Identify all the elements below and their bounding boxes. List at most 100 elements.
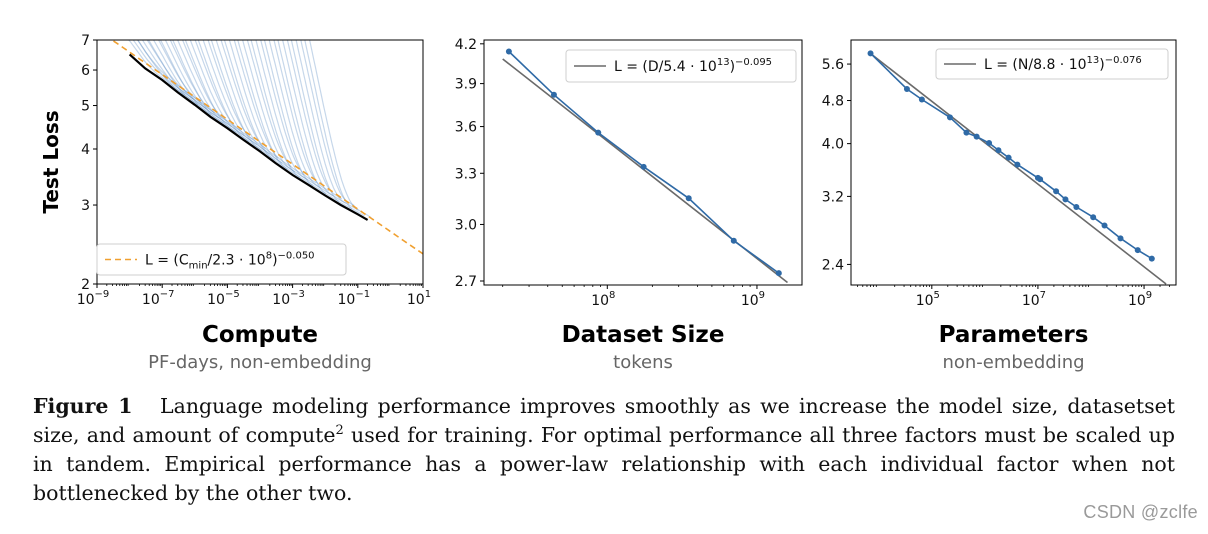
x-tick-label: 105 bbox=[916, 290, 940, 309]
training-curve bbox=[242, 40, 309, 181]
x-axis-sublabel: PF-days, non-embedding bbox=[148, 352, 372, 373]
training-curve bbox=[184, 40, 250, 142]
legend-label: L = (D/5.4 · 1013)−0.095 bbox=[614, 57, 772, 75]
y-tick-label: 3.9 bbox=[455, 77, 477, 93]
y-tick-label: 2.4 bbox=[822, 257, 844, 273]
power-law-fit-line bbox=[110, 40, 423, 255]
y-tick-label: 3.0 bbox=[455, 217, 477, 233]
legend-label: L = (N/8.8 · 1013)−0.076 bbox=[984, 55, 1142, 73]
y-tick-label: 4 bbox=[81, 142, 90, 158]
figure: 2 3 4 5 6 7 10−9 10−7 10−5 10−3 10−1 101 Test Loss Co… bbox=[39, 33, 1177, 373]
legend-label: L = (Cmin/2.3 · 108)−0.050 bbox=[145, 251, 315, 272]
training-curve bbox=[220, 40, 279, 159]
training-curve bbox=[181, 40, 241, 131]
data-point bbox=[1062, 196, 1069, 203]
data-point bbox=[1005, 154, 1012, 161]
legend: L = (Cmin/2.3 · 108)−0.050 bbox=[96, 243, 347, 276]
y-tick-label: 2 bbox=[81, 277, 90, 293]
data-point bbox=[1053, 188, 1060, 195]
training-curve bbox=[137, 40, 199, 106]
training-curve bbox=[237, 40, 301, 179]
training-curve bbox=[194, 40, 254, 140]
y-axis-label: Test Loss bbox=[39, 110, 63, 213]
plot-area bbox=[867, 50, 1167, 285]
training-curve bbox=[169, 40, 228, 122]
data-point bbox=[1090, 214, 1097, 221]
caption-text-1: Language modeling performance improves s… bbox=[33, 394, 1175, 447]
data-point bbox=[685, 195, 692, 202]
data-point bbox=[973, 133, 980, 140]
training-curve bbox=[260, 40, 317, 184]
data-point bbox=[595, 129, 602, 136]
data-line bbox=[869, 52, 1153, 260]
training-curve bbox=[202, 40, 270, 155]
training-curve bbox=[177, 40, 245, 137]
axes-frame bbox=[483, 39, 803, 286]
data-point bbox=[867, 50, 874, 57]
training-curve bbox=[250, 40, 314, 187]
training-curve bbox=[132, 40, 194, 100]
legend: L = (N/8.8 · 1013)−0.076 bbox=[935, 48, 1169, 80]
power-law-fit-line bbox=[870, 52, 1167, 285]
legend-box bbox=[96, 243, 347, 276]
x-tick-label: 109 bbox=[741, 290, 765, 309]
training-curve bbox=[228, 40, 296, 173]
training-curve bbox=[268, 40, 334, 197]
data-point bbox=[640, 163, 647, 170]
y-tick-label: 5.6 bbox=[822, 57, 844, 73]
training-curve bbox=[157, 40, 215, 114]
training-curve bbox=[207, 40, 266, 150]
plot-area bbox=[502, 48, 788, 284]
chart-3: 2.4 3.2 4.0 4.8 5.6 105 107 109 Parameters non-em… bbox=[822, 39, 1177, 373]
x-tick-label: 107 bbox=[1022, 290, 1046, 309]
legend-box bbox=[565, 49, 797, 83]
data-point bbox=[1148, 255, 1155, 262]
training-curve bbox=[210, 40, 276, 161]
figure-svg: 2 3 4 5 6 7 10−9 10−7 10−5 10−3 10−1 101 Test Loss Co… bbox=[39, 33, 1177, 373]
compute-frontier-line bbox=[128, 53, 369, 221]
training-curve bbox=[141, 40, 207, 110]
training-curve bbox=[304, 40, 365, 217]
y-tick-label: 2.7 bbox=[455, 274, 477, 290]
training-curve bbox=[308, 40, 372, 219]
x-tick-label: 10−7 bbox=[142, 289, 175, 308]
x-tick-label: 108 bbox=[591, 290, 615, 309]
data-point bbox=[946, 114, 953, 121]
training-curves bbox=[127, 40, 372, 219]
plot-area bbox=[110, 40, 423, 255]
training-curve bbox=[295, 40, 359, 211]
data-point bbox=[730, 237, 737, 244]
data-point bbox=[1037, 176, 1044, 183]
y-tick-label: 3.3 bbox=[455, 166, 477, 182]
training-curve bbox=[164, 40, 232, 128]
data-point bbox=[918, 96, 925, 103]
y-tick-label: 6 bbox=[81, 63, 90, 79]
training-curve bbox=[277, 40, 340, 203]
x-axis-label: Parameters bbox=[939, 322, 1089, 348]
x-tick-label: 10−9 bbox=[77, 289, 110, 308]
x-tick-label: 101 bbox=[407, 289, 431, 308]
data-point bbox=[1101, 222, 1108, 229]
y-tick-label: 7 bbox=[81, 33, 90, 49]
data-point bbox=[775, 270, 782, 277]
caption-label: Figure 1 bbox=[33, 394, 133, 418]
training-curve bbox=[152, 40, 220, 119]
caption-footnote-mark: 2 bbox=[335, 423, 344, 439]
legend-box bbox=[935, 48, 1169, 80]
training-curve bbox=[136, 40, 190, 95]
data-point bbox=[903, 85, 910, 92]
training-curve bbox=[290, 40, 352, 210]
training-curve bbox=[189, 40, 258, 146]
training-curve bbox=[223, 40, 288, 170]
training-curve bbox=[255, 40, 321, 189]
x-axis-label: Compute bbox=[202, 322, 318, 348]
y-tick-label: 3.2 bbox=[822, 189, 844, 205]
data-point bbox=[995, 147, 1002, 154]
training-curve bbox=[159, 40, 224, 124]
x-axis-sublabel: non-embedding bbox=[942, 352, 1084, 373]
data-point bbox=[505, 48, 512, 55]
y-tick-label: 3 bbox=[81, 198, 90, 214]
x-tick-label: 10−5 bbox=[207, 289, 240, 308]
legend: L = (D/5.4 · 1013)−0.095 bbox=[565, 49, 797, 83]
chart-1: 2 3 4 5 6 7 10−9 10−7 10−5 10−3 10−1 101 Test Loss Co… bbox=[39, 33, 431, 373]
